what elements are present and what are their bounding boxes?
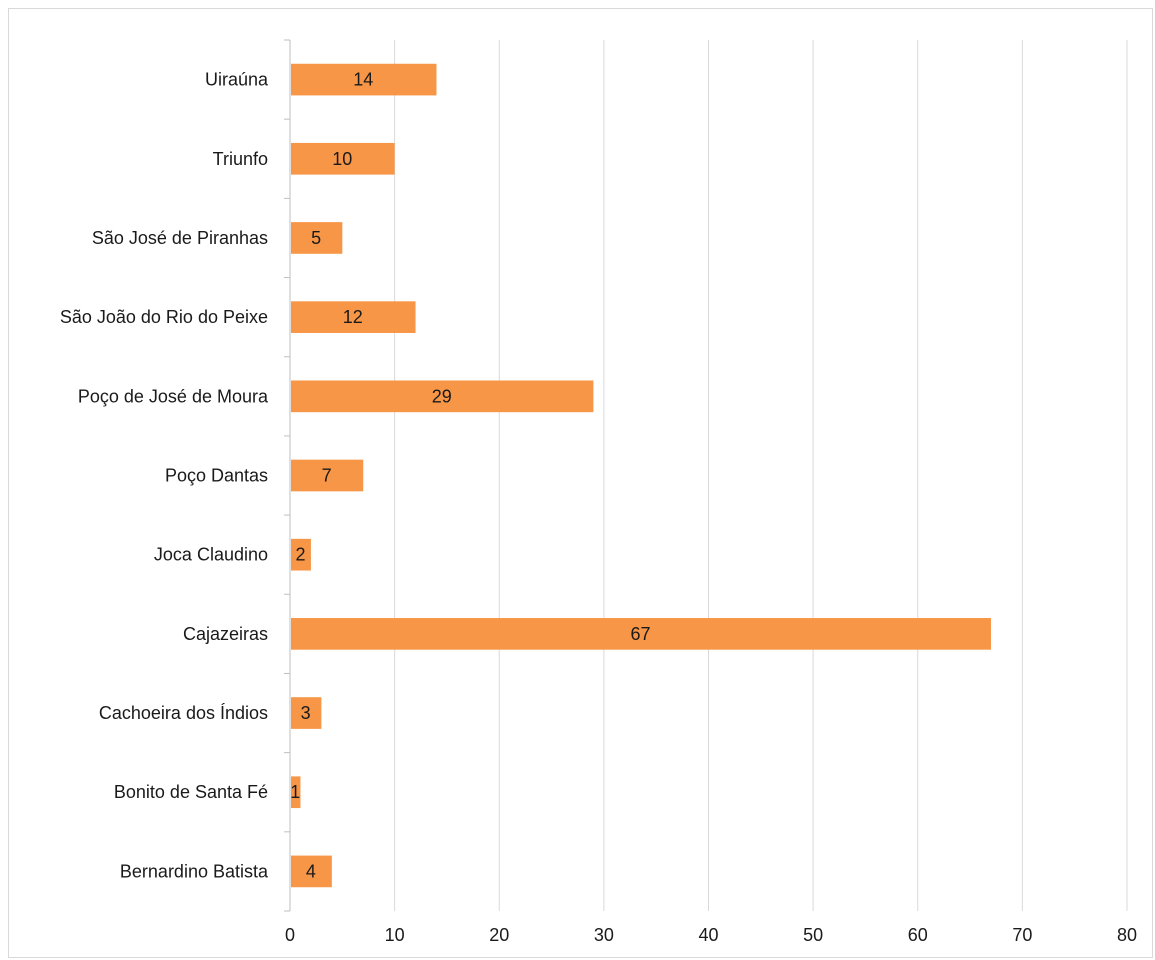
x-tick-label: 40 bbox=[698, 925, 718, 945]
data-label: 12 bbox=[343, 307, 363, 327]
x-tick-label: 10 bbox=[385, 925, 405, 945]
x-tick-label: 60 bbox=[908, 925, 928, 945]
bar bbox=[291, 380, 594, 413]
x-tick-label: 70 bbox=[1012, 925, 1032, 945]
bar bbox=[291, 618, 991, 650]
data-label: 3 bbox=[301, 703, 311, 723]
bar bbox=[291, 142, 395, 175]
data-label: 14 bbox=[353, 70, 373, 90]
category-label: Triunfo bbox=[213, 149, 268, 169]
data-label: 7 bbox=[322, 466, 332, 486]
bar bbox=[291, 697, 322, 729]
bar bbox=[291, 855, 332, 888]
x-tick-label: 0 bbox=[285, 925, 295, 945]
bar bbox=[291, 301, 416, 333]
x-tick-label: 50 bbox=[803, 925, 823, 945]
data-label: 2 bbox=[295, 545, 305, 565]
x-tick-label: 20 bbox=[489, 925, 509, 945]
bar bbox=[291, 63, 437, 96]
category-label: Bernardino Batista bbox=[120, 861, 269, 881]
bar bbox=[291, 776, 301, 809]
category-label: Cajazeiras bbox=[183, 624, 268, 644]
category-label: Joca Claudino bbox=[154, 545, 268, 565]
data-label: 29 bbox=[432, 386, 452, 406]
category-label: São José de Piranhas bbox=[92, 228, 268, 248]
category-label: Cachoeira dos Índios bbox=[99, 703, 268, 723]
chart-frame: 0 10 20 30 40 50 60 70 80 Uiraúna 14 Triunfo 10 São J… bbox=[8, 8, 1153, 958]
data-label: 67 bbox=[630, 624, 650, 644]
bar bbox=[291, 459, 364, 492]
data-label: 10 bbox=[332, 149, 352, 169]
data-label: 5 bbox=[311, 228, 321, 248]
category-label: Poço Dantas bbox=[165, 466, 268, 486]
x-tick-label: 30 bbox=[594, 925, 614, 945]
data-label: 1 bbox=[290, 782, 300, 802]
x-tick-label: 80 bbox=[1117, 925, 1137, 945]
bar bbox=[291, 538, 311, 571]
category-label: Poço de José de Moura bbox=[78, 386, 269, 406]
bar bbox=[291, 222, 343, 254]
category-label: Uiraúna bbox=[205, 70, 269, 90]
category-label: São João do Rio do Peixe bbox=[60, 307, 268, 327]
category-label: Bonito de Santa Fé bbox=[114, 782, 268, 802]
data-label: 4 bbox=[306, 861, 316, 881]
